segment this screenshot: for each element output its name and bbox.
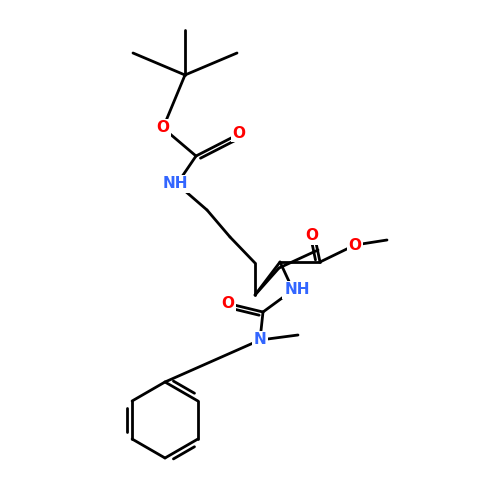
- Text: NH: NH: [284, 282, 310, 298]
- Text: O: O: [348, 238, 362, 252]
- Text: O: O: [232, 126, 245, 140]
- Text: N: N: [254, 332, 266, 347]
- Text: O: O: [156, 120, 170, 136]
- Text: O: O: [222, 296, 234, 310]
- Text: NH: NH: [162, 176, 188, 192]
- Text: O: O: [306, 228, 318, 244]
